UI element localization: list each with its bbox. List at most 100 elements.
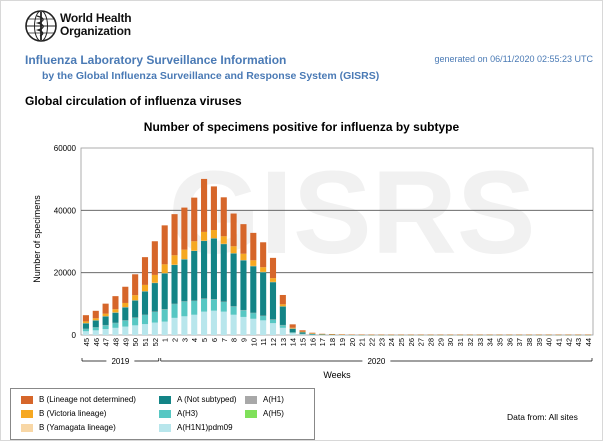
bar-segment — [122, 320, 129, 327]
x-tick-label: 36 — [505, 338, 514, 346]
bar-segment — [210, 310, 217, 335]
chart-title: Number of specimens positive for influen… — [143, 120, 460, 134]
bar-segment — [210, 299, 217, 311]
bar-segment — [92, 320, 99, 328]
x-tick-label: 26 — [407, 338, 416, 346]
bar-segment — [289, 328, 296, 333]
bar-segment — [191, 300, 198, 315]
bar-segment — [181, 259, 188, 302]
bar-segment — [191, 241, 198, 251]
x-tick-label: 32 — [466, 338, 475, 346]
legend-swatch — [245, 395, 257, 404]
x-tick-label: 45 — [82, 338, 91, 346]
bar-segment — [151, 241, 158, 275]
bar-segment — [210, 238, 217, 300]
y-tick-label: 0 — [72, 331, 77, 340]
x-tick-label: 30 — [446, 338, 455, 346]
x-tick-label: 31 — [456, 338, 465, 346]
bar-segment — [82, 315, 89, 322]
bar-segment — [269, 278, 277, 282]
org-line-2: Organization — [60, 24, 131, 38]
legend-item: A(H1) — [245, 395, 284, 404]
bar-segment — [240, 316, 247, 335]
bar-segment — [92, 318, 99, 321]
page-title: Influenza Laboratory Surveillance Inform… — [25, 53, 287, 67]
bar-segment — [141, 324, 149, 335]
bar-segment — [260, 320, 267, 335]
x-tick-label: 25 — [397, 338, 406, 346]
bar-segment — [269, 323, 277, 335]
bar-segment — [240, 310, 247, 317]
bar-segment — [92, 310, 99, 319]
bar-segment — [309, 333, 316, 335]
bar-segment — [201, 311, 208, 336]
x-tick-label: 1 — [161, 338, 170, 342]
legend-swatch — [159, 423, 171, 432]
bar-segment — [132, 295, 139, 301]
bar-segment — [191, 197, 198, 242]
bar-segment — [132, 317, 139, 326]
legend-item: A(H3) — [159, 409, 198, 418]
who-logo-icon — [25, 10, 57, 42]
x-tick-label: 52 — [151, 338, 160, 346]
bar-segment — [201, 240, 208, 299]
bar-segment — [102, 329, 109, 335]
x-tick-label: 27 — [417, 338, 426, 346]
x-tick-label: 23 — [377, 338, 386, 346]
bar-segment — [161, 309, 168, 322]
x-tick-label: 50 — [131, 338, 140, 346]
bar-segment — [250, 318, 257, 335]
x-tick-label: 41 — [555, 338, 564, 346]
legend-label: A(H1N1)pdm09 — [177, 423, 233, 432]
x-tick-label: 2 — [171, 338, 180, 342]
legend-swatch — [245, 409, 257, 418]
bar-segment — [279, 294, 286, 305]
legend-item: A (Not subtyped) — [159, 395, 237, 404]
bar-segment — [240, 224, 247, 254]
bar-segment — [299, 334, 306, 335]
bar-segment — [191, 250, 198, 301]
x-tick-label: 37 — [515, 338, 524, 346]
x-tick-label: 14 — [289, 338, 298, 346]
bar-segment — [230, 314, 237, 335]
bar-segment — [141, 284, 149, 292]
bar-segment — [181, 301, 188, 317]
bar-segment — [269, 257, 277, 279]
x-tick-label: 6 — [210, 338, 219, 342]
bar-segment — [220, 243, 227, 302]
x-axis-label: Weeks — [323, 370, 351, 380]
bar-segment — [201, 231, 208, 241]
x-tick-label: 47 — [102, 338, 111, 346]
x-tick-label: 40 — [545, 338, 554, 346]
x-tick-label: 21 — [358, 338, 367, 346]
bar-segment — [279, 327, 286, 335]
x-tick-label: 18 — [328, 338, 337, 346]
legend-label: A(H5) — [263, 409, 284, 418]
org-line-1: World Health — [60, 11, 132, 25]
bar-segment — [240, 260, 247, 310]
bar-segment — [201, 298, 208, 312]
legend-label: B (Yamagata lineage) — [39, 423, 116, 432]
bar-segment — [269, 281, 277, 320]
bar-segment — [112, 327, 119, 335]
bar-segment — [151, 282, 158, 312]
bar-segment — [161, 225, 168, 265]
bar-segment — [230, 306, 237, 315]
x-tick-label: 42 — [564, 338, 573, 346]
bar-segment — [132, 325, 139, 335]
legend-swatch — [159, 409, 171, 418]
x-tick-label: 35 — [495, 338, 504, 346]
legend-item: A(H5) — [245, 409, 284, 418]
bar-segment — [299, 331, 306, 334]
legend-label: A (Not subtyped) — [177, 395, 237, 404]
bar-segment — [230, 213, 237, 247]
x-tick-label: 8 — [230, 338, 239, 342]
x-tick-label: 17 — [318, 338, 327, 346]
x-tick-label: 46 — [92, 338, 101, 346]
legend-item: B (Victoria lineage) — [21, 409, 106, 418]
legend-swatch — [21, 409, 33, 418]
bar-segment — [82, 331, 89, 335]
bar-segment — [181, 207, 188, 250]
